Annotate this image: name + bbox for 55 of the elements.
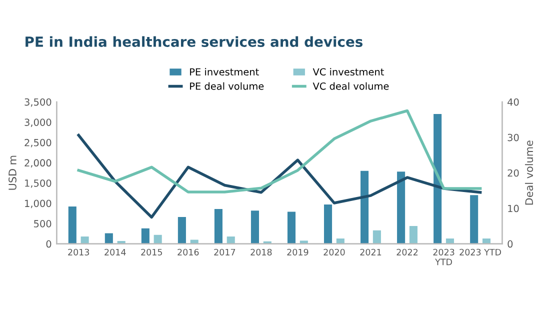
legend-label: VC investment	[312, 68, 384, 76]
bar	[446, 238, 454, 244]
x-tick-label: 2017	[214, 248, 236, 256]
y-tick-label: 1,500	[25, 179, 52, 188]
bar	[409, 226, 418, 244]
line-series	[77, 109, 482, 194]
x-tick-label: 2018	[250, 248, 272, 256]
y2-axis-title: Deal volume	[524, 140, 534, 205]
legend-label: VC deal volume	[312, 82, 389, 90]
x-tick-label: 2023 YTD	[433, 248, 454, 266]
y-axis-title: USD m	[8, 156, 16, 190]
y-tick-label: 3,000	[24, 118, 52, 127]
y-tick-label: 2,500	[24, 138, 52, 148]
y-tick-label: 3,500	[24, 98, 52, 107]
line-series	[77, 134, 482, 219]
bar	[372, 230, 381, 244]
bar	[141, 228, 150, 244]
bar	[287, 212, 296, 244]
x-tick-label: 2015	[141, 248, 162, 256]
x-tick-label: 2020	[324, 248, 345, 256]
chart-title: PE in India healthcare services and devices	[26, 36, 363, 47]
x-tick-label: 2023 YTD	[460, 248, 502, 256]
bar	[80, 236, 89, 244]
y-tick-label: 2,000	[24, 159, 52, 168]
bar	[336, 238, 344, 244]
bar	[214, 208, 222, 244]
y2-tick-label: 0	[508, 240, 513, 248]
y-tick-label: 500	[34, 220, 52, 228]
bar	[470, 195, 478, 244]
bar	[482, 238, 491, 244]
bar	[154, 234, 162, 244]
x-tick-label: 2014	[104, 248, 126, 256]
y-tick-label: 1,000	[25, 200, 52, 208]
legend-label: PE deal volume	[190, 82, 264, 90]
bar	[226, 236, 235, 244]
y-tick-label: 0	[46, 240, 52, 248]
bar	[397, 172, 406, 244]
x-tick-label: 2019	[287, 248, 308, 256]
bar	[68, 206, 76, 244]
x-tick-label: 2013	[68, 248, 90, 256]
bar	[360, 170, 369, 244]
y2-tick-label: 10	[508, 204, 519, 212]
y2-tick-label: 20	[508, 169, 519, 177]
x-tick-label: 2021	[360, 248, 382, 256]
bar	[104, 233, 113, 244]
x-tick-label: 2022	[396, 248, 418, 256]
x-tick-label: 2016	[178, 248, 199, 256]
bar	[434, 114, 442, 244]
bar	[178, 217, 186, 244]
y2-tick-label: 40	[508, 98, 519, 106]
bar	[250, 210, 259, 244]
bar	[324, 204, 332, 244]
bar	[300, 240, 308, 244]
legend-label: PE investment	[190, 68, 259, 76]
y2-tick-label: 30	[508, 134, 519, 142]
